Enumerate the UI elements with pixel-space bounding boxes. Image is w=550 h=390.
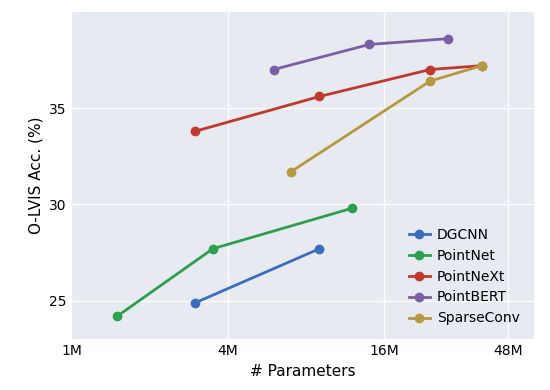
PointBERT bbox=[366, 42, 372, 47]
PointBERT bbox=[444, 36, 451, 41]
Line: PointNeXt: PointNeXt bbox=[191, 62, 486, 135]
SparseConv bbox=[427, 79, 433, 83]
PointNet bbox=[349, 206, 355, 211]
PointNeXt bbox=[192, 129, 199, 133]
PointNet bbox=[114, 314, 120, 319]
X-axis label: # Parameters: # Parameters bbox=[250, 364, 355, 379]
PointBERT bbox=[271, 67, 277, 72]
PointNeXt bbox=[316, 94, 323, 99]
PointNet bbox=[210, 246, 216, 251]
Line: PointBERT: PointBERT bbox=[270, 34, 452, 74]
DGCNN bbox=[192, 300, 199, 305]
PointNeXt bbox=[427, 67, 433, 72]
PointNeXt bbox=[478, 63, 485, 68]
Line: DGCNN: DGCNN bbox=[191, 245, 323, 307]
Line: PointNet: PointNet bbox=[113, 204, 356, 320]
Y-axis label: O-LVIS Acc. (%): O-LVIS Acc. (%) bbox=[29, 117, 43, 234]
SparseConv bbox=[288, 169, 294, 174]
Legend: DGCNN, PointNet, PointNeXt, PointBERT, SparseConv: DGCNN, PointNet, PointNeXt, PointBERT, S… bbox=[402, 221, 526, 332]
SparseConv bbox=[478, 63, 485, 68]
Line: SparseConv: SparseConv bbox=[287, 62, 486, 176]
DGCNN bbox=[316, 246, 323, 251]
